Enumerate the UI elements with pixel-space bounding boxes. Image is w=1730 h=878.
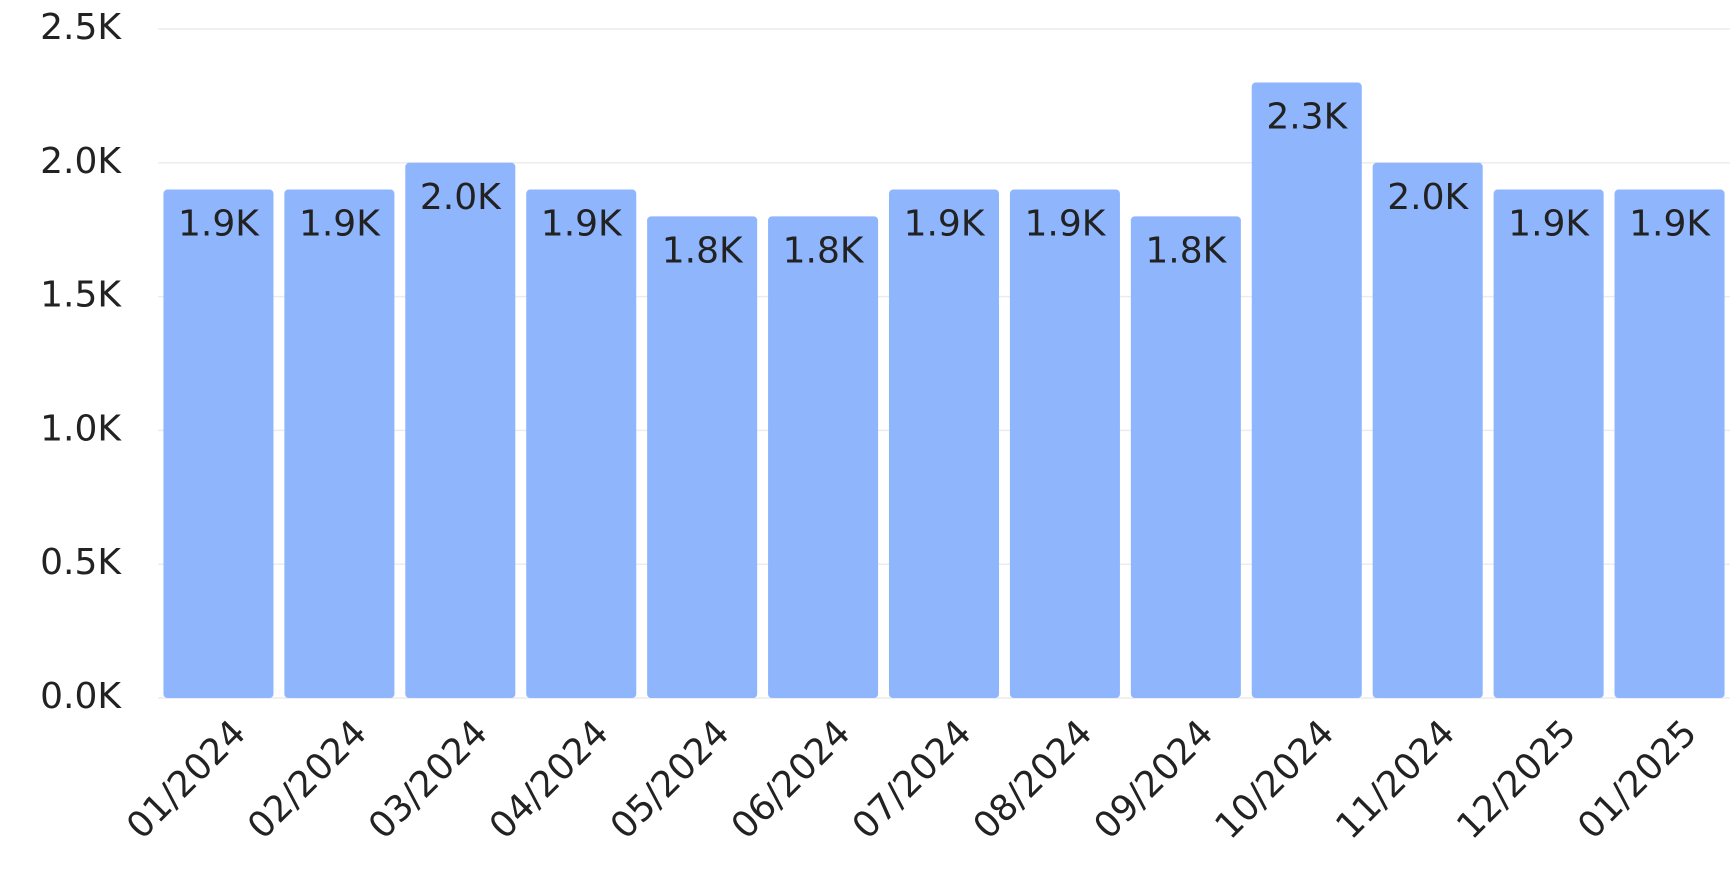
value-label: 2.0K — [420, 177, 502, 218]
value-label: 1.9K — [1629, 204, 1711, 245]
x-tick-label: 01/2024 — [119, 712, 254, 847]
x-tick-label: 03/2024 — [361, 712, 496, 847]
x-tick-label: 07/2024 — [845, 712, 980, 847]
y-tick-label: 2.5K — [40, 7, 122, 48]
value-label: 1.9K — [904, 204, 986, 245]
bar — [526, 189, 637, 698]
value-label: 1.8K — [662, 230, 744, 271]
bar — [284, 189, 395, 698]
value-label: 1.9K — [1024, 204, 1106, 245]
value-label: 1.8K — [783, 230, 865, 271]
x-tick-label: 11/2024 — [1328, 712, 1463, 847]
bar — [163, 189, 274, 698]
x-tick-label: 02/2024 — [240, 712, 375, 847]
y-tick-label: 1.5K — [40, 275, 122, 316]
bar — [405, 162, 516, 699]
bar — [1372, 162, 1483, 699]
value-label: 2.3K — [1266, 97, 1348, 138]
x-tick-label: 09/2024 — [1087, 712, 1222, 847]
x-tick-label: 04/2024 — [482, 712, 617, 847]
value-label: 1.9K — [299, 204, 381, 245]
bar — [768, 216, 879, 698]
y-tick-label: 0.0K — [40, 676, 122, 717]
bar — [1130, 216, 1241, 698]
bar — [1493, 189, 1604, 698]
x-tick-label: 01/2025 — [1570, 712, 1705, 847]
y-tick-label: 0.5K — [40, 542, 122, 583]
x-tick-label: 05/2024 — [603, 712, 738, 847]
bar — [1009, 189, 1120, 698]
bar — [1614, 189, 1725, 698]
y-tick-label: 1.0K — [40, 408, 122, 449]
value-label: 1.9K — [1508, 204, 1590, 245]
value-label: 1.8K — [1145, 230, 1227, 271]
value-label: 1.9K — [541, 204, 623, 245]
x-tick-label: 10/2024 — [1207, 712, 1342, 847]
value-label: 1.9K — [178, 204, 260, 245]
bar — [647, 216, 758, 698]
y-tick-label: 2.0K — [40, 141, 122, 182]
value-label: 2.0K — [1387, 177, 1469, 218]
bar — [1251, 82, 1362, 698]
x-tick-label: 08/2024 — [966, 712, 1101, 847]
bar — [888, 189, 1000, 698]
x-tick-label: 06/2024 — [724, 712, 859, 847]
x-tick-label: 12/2025 — [1449, 712, 1584, 847]
